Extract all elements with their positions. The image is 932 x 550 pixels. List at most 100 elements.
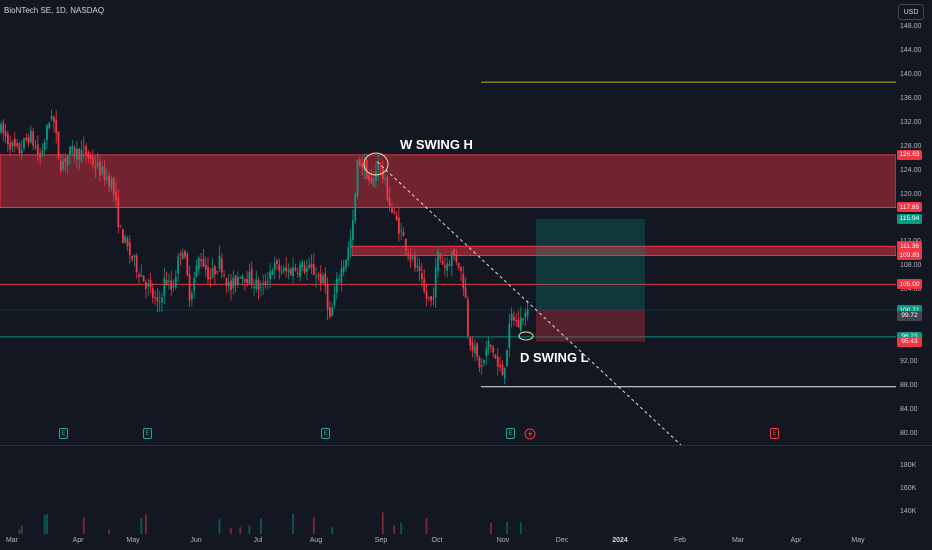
candle-body bbox=[519, 317, 522, 331]
candle-body bbox=[4, 131, 7, 137]
volume-bar bbox=[248, 525, 251, 534]
candle-body bbox=[255, 279, 258, 289]
candle-body bbox=[76, 148, 78, 160]
volume-bar bbox=[82, 516, 85, 534]
time-tick: Aug bbox=[309, 537, 323, 544]
candle-body bbox=[204, 264, 207, 270]
volume-pane[interactable] bbox=[0, 446, 896, 534]
candle-body bbox=[391, 208, 393, 213]
candle-body bbox=[411, 256, 414, 259]
candle-body bbox=[503, 367, 506, 379]
candle-body bbox=[191, 293, 193, 299]
candle-body bbox=[345, 260, 347, 268]
candle-body bbox=[122, 229, 124, 244]
candle-body bbox=[409, 256, 412, 260]
currency-button[interactable]: USD bbox=[898, 4, 924, 20]
candle-body bbox=[165, 280, 168, 285]
candle-body bbox=[248, 272, 251, 284]
earnings-icon[interactable]: E bbox=[321, 428, 330, 439]
candle-body bbox=[407, 253, 409, 255]
candle-body bbox=[140, 275, 143, 277]
time-tick: May bbox=[851, 537, 865, 544]
candle-body bbox=[197, 257, 200, 270]
candle-body bbox=[294, 268, 297, 271]
time-tick: May bbox=[126, 537, 140, 544]
candle-body bbox=[48, 122, 51, 129]
candle-body bbox=[398, 217, 400, 234]
candle-body bbox=[225, 278, 228, 287]
candle-body bbox=[32, 131, 35, 146]
supply-zone-upper bbox=[0, 154, 897, 208]
candle-body bbox=[467, 299, 469, 336]
candle-body bbox=[250, 268, 253, 285]
volume-bar bbox=[331, 527, 334, 534]
candle-body bbox=[262, 282, 265, 285]
candle-body bbox=[195, 265, 198, 277]
volume-bar bbox=[312, 517, 315, 534]
candle-body bbox=[340, 268, 343, 283]
candle-body bbox=[253, 287, 255, 289]
price-badge: 109.83 bbox=[897, 250, 922, 261]
price-tick: 136.00 bbox=[900, 94, 922, 102]
candle-body bbox=[358, 159, 361, 166]
candle-body bbox=[280, 271, 283, 273]
symbol-title[interactable]: BioNTech SE, 1D, NASDAQ bbox=[4, 6, 105, 15]
candle-body bbox=[64, 158, 67, 163]
candle-body bbox=[361, 163, 363, 168]
price-badge: 100.71 bbox=[897, 305, 922, 316]
volume-bar bbox=[425, 518, 428, 534]
candle-body bbox=[112, 177, 115, 194]
weekly-swing-high-label[interactable]: W SWING H bbox=[400, 137, 473, 152]
candle-body bbox=[441, 260, 444, 265]
price-tick: 104.00 bbox=[900, 286, 922, 294]
time-tick: Feb bbox=[673, 537, 687, 544]
candle-body bbox=[483, 359, 485, 364]
earnings-icon[interactable]: E bbox=[770, 428, 779, 439]
candle-body bbox=[510, 313, 513, 321]
candle-body bbox=[301, 262, 304, 268]
candle-body bbox=[444, 265, 446, 268]
candle-body bbox=[16, 143, 18, 146]
candle-body bbox=[156, 296, 159, 302]
profit-zone bbox=[536, 218, 645, 311]
price-chart-canvas[interactable] bbox=[0, 0, 897, 446]
candle-body bbox=[89, 155, 92, 159]
candle-body bbox=[324, 273, 327, 287]
candle-body bbox=[315, 276, 317, 278]
daily-swing-low-label[interactable]: D SWING L bbox=[520, 350, 589, 365]
candle-body bbox=[421, 272, 423, 280]
candle-body bbox=[386, 177, 389, 200]
earnings-icon[interactable]: E bbox=[506, 428, 515, 439]
price-badge: 105.00 bbox=[897, 279, 922, 290]
price-badge: 126.63 bbox=[897, 149, 922, 160]
candle-body bbox=[485, 348, 488, 357]
candle-body bbox=[174, 276, 177, 288]
candle-body bbox=[124, 236, 127, 243]
candle-body bbox=[211, 267, 214, 278]
candle-body bbox=[237, 277, 239, 284]
pane-divider[interactable] bbox=[0, 445, 932, 446]
earnings-icon[interactable]: E bbox=[143, 428, 152, 439]
candle-body bbox=[18, 143, 21, 154]
candle-body bbox=[207, 267, 209, 280]
candle-body bbox=[499, 365, 501, 368]
time-axis[interactable]: Mar Apr May Jun Jul Aug Sep Oct Nov Dec 2024 Feb Mar… bbox=[0, 534, 896, 550]
candle-body bbox=[239, 277, 242, 279]
candle-body bbox=[62, 161, 64, 170]
candle-body bbox=[273, 263, 276, 270]
candle-body bbox=[283, 267, 285, 272]
candle-body bbox=[82, 147, 85, 149]
price-tick: 80.00 bbox=[900, 430, 918, 437]
candle-body bbox=[287, 269, 290, 273]
candle-body bbox=[184, 251, 186, 257]
split-icon[interactable] bbox=[524, 428, 536, 440]
candle-body bbox=[319, 273, 322, 284]
candle-body bbox=[73, 147, 76, 157]
earnings-icon[interactable]: E bbox=[59, 428, 68, 439]
candle-body bbox=[416, 265, 419, 268]
time-tick: Mar bbox=[731, 537, 745, 544]
price-chart[interactable]: BioNTech SE, 1D, NASDAQ W SWING H D SWIN… bbox=[0, 0, 897, 446]
volume-axis[interactable]: 180K 160K 140K bbox=[896, 446, 932, 534]
candle-body bbox=[96, 162, 99, 167]
candle-body bbox=[2, 122, 5, 134]
